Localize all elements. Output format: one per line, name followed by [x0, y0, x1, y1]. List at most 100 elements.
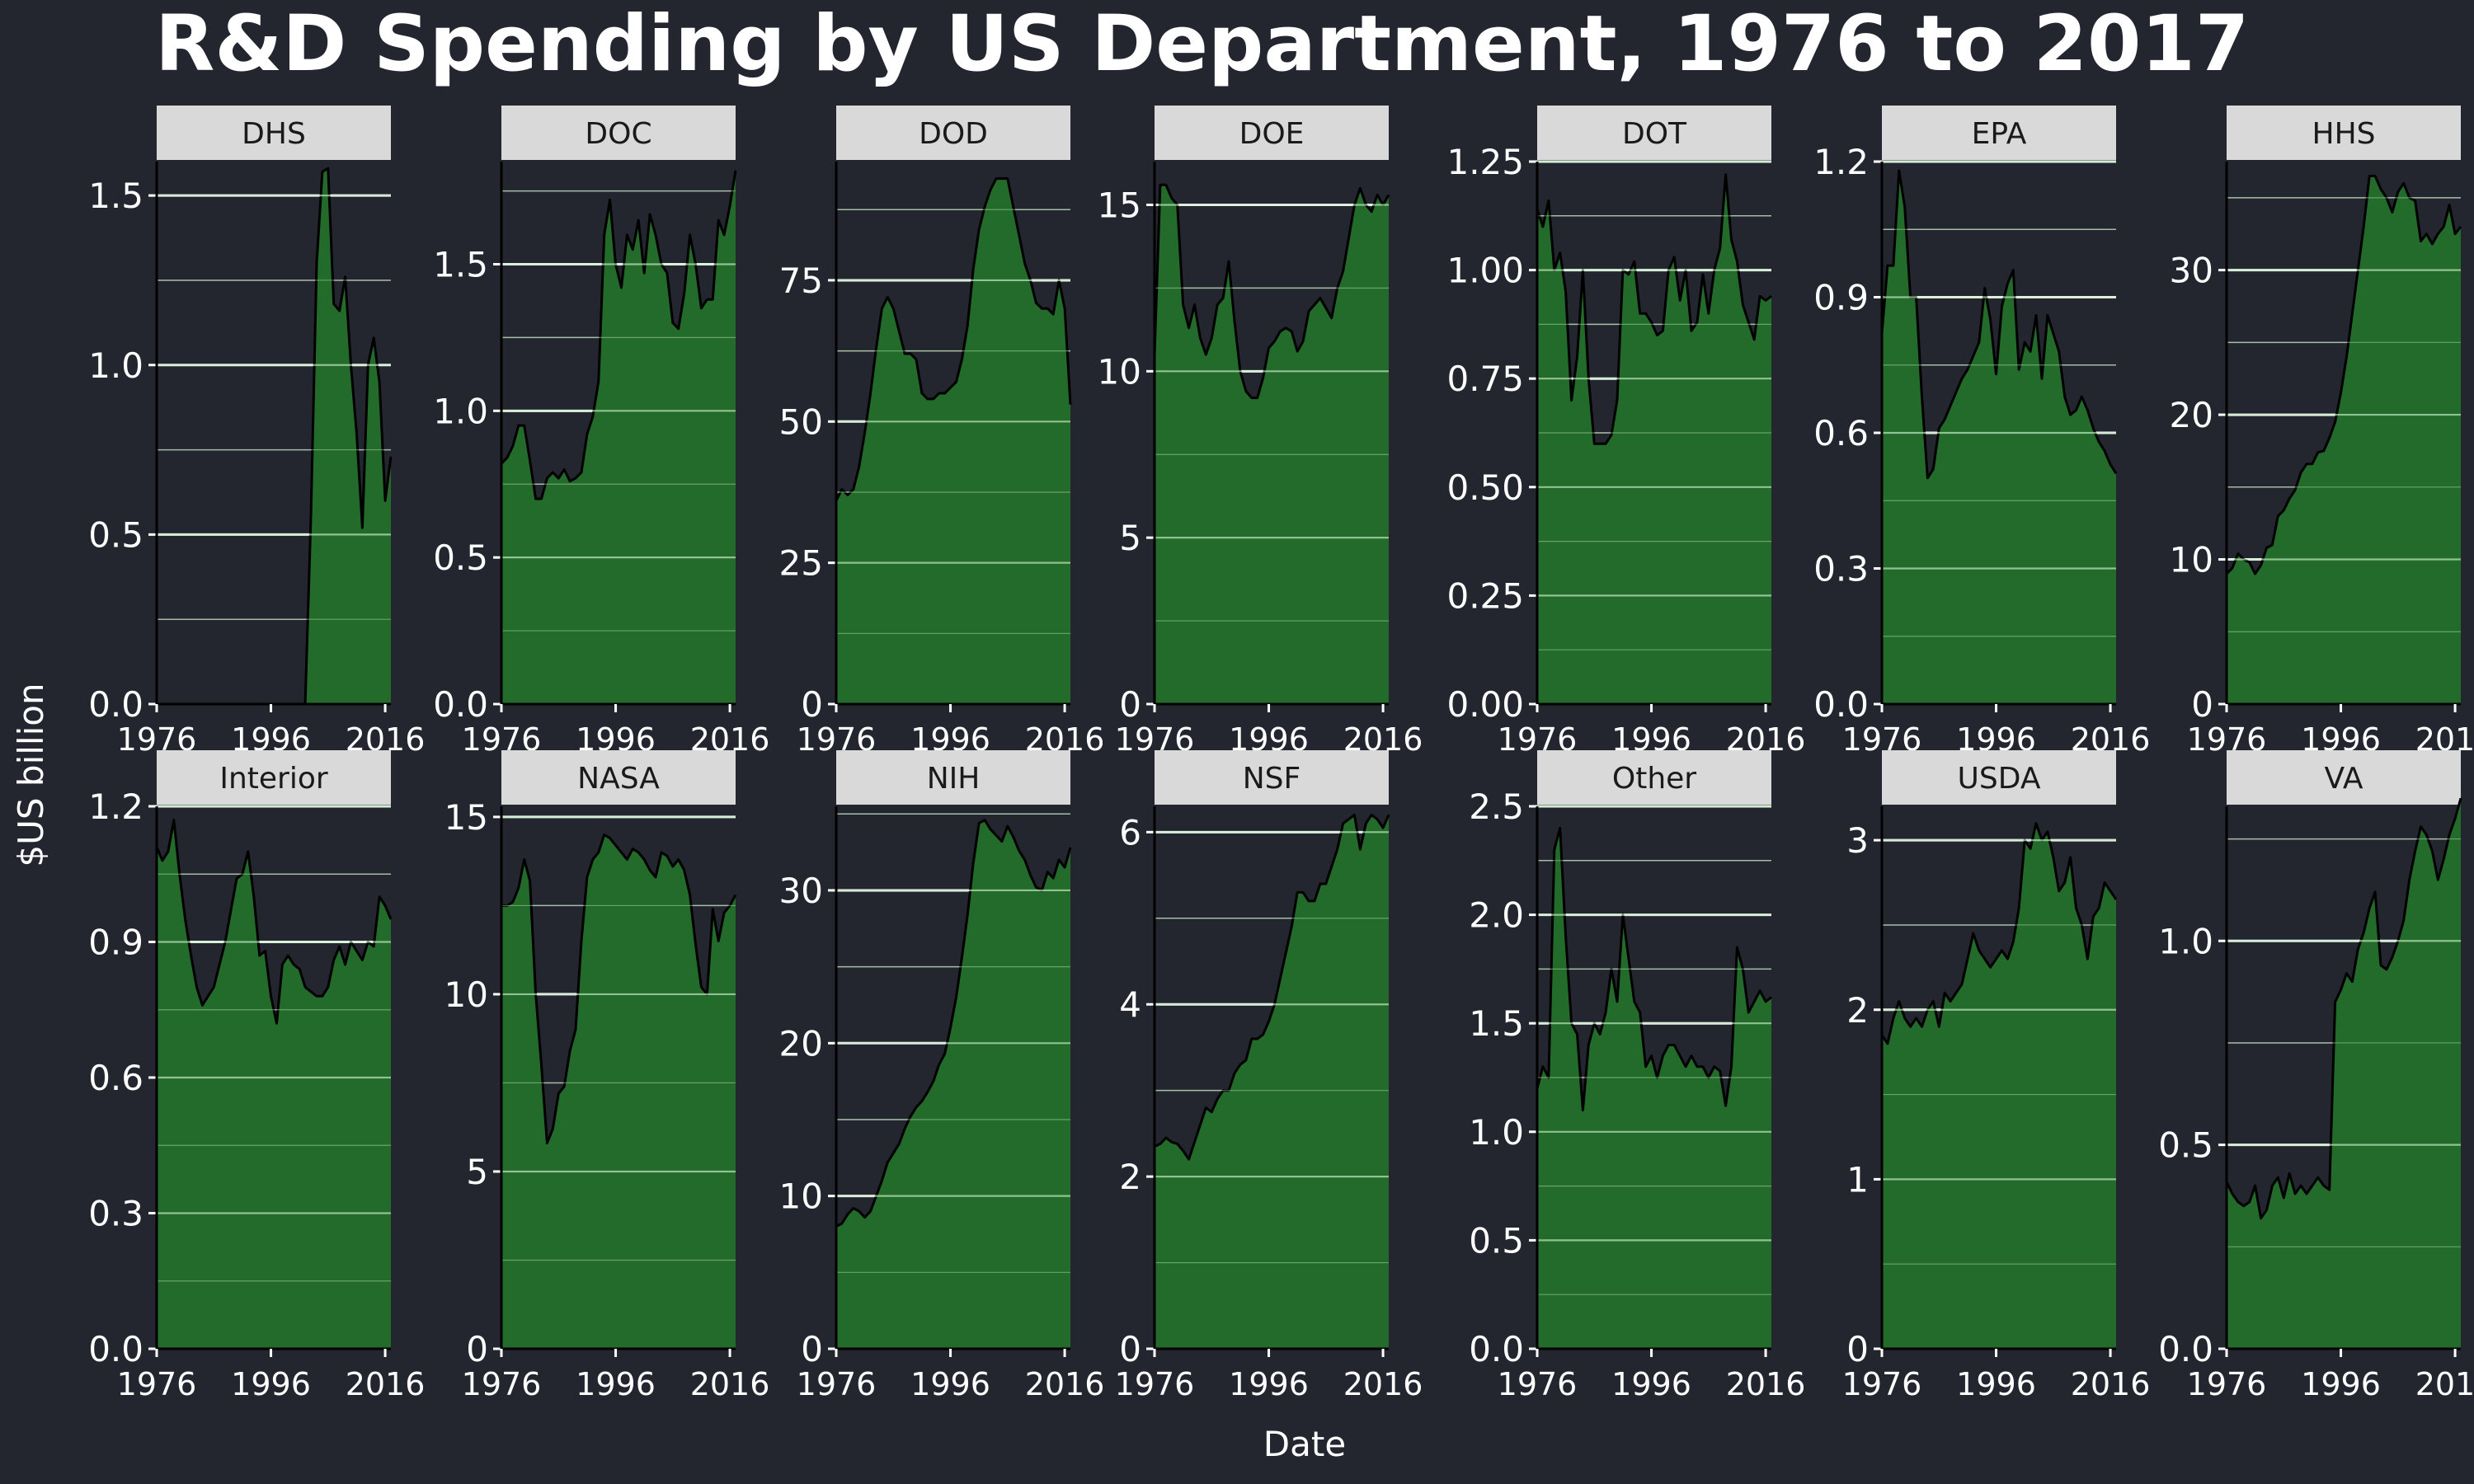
- y-tick-label: 5: [1119, 518, 1141, 558]
- y-tick-label: 25: [779, 543, 823, 584]
- x-tick-label: 1996: [1229, 1366, 1309, 1402]
- y-tick-label: 50: [779, 402, 823, 442]
- x-tick-label: 1996: [910, 1366, 990, 1402]
- area-epa: [1882, 171, 2116, 704]
- y-tick-label: 0.5: [88, 514, 143, 555]
- y-tick-label: 1.2: [88, 787, 143, 827]
- area-dod: [836, 178, 1070, 705]
- strip-label-dhs: DHS: [242, 117, 306, 151]
- strip-label-nasa: NASA: [577, 762, 660, 796]
- y-tick-label: 1: [1846, 1159, 1869, 1200]
- strip-interior: [157, 750, 391, 805]
- panel-nih: NIH 0 10 20 30 1976 1996 2016: [779, 750, 1104, 1402]
- x-tick-label: 1996: [2301, 1366, 2381, 1402]
- line-other: [1536, 826, 1772, 1111]
- x-tick-label: 2016: [2071, 1366, 2151, 1402]
- area-nsf: [1155, 815, 1389, 1349]
- y-tick-label: 2.5: [1469, 787, 1524, 827]
- strip-dod: [836, 106, 1070, 160]
- y-tick-label: 1.00: [1446, 251, 1524, 291]
- area-dhs: [157, 168, 391, 704]
- strip-dhs: [157, 106, 391, 160]
- y-tick-label: 0.00: [1446, 684, 1524, 725]
- strip-label-hhs: HHS: [2312, 117, 2376, 151]
- strip-label-doe: DOE: [1239, 117, 1305, 151]
- x-tick-label: 1976: [1842, 1366, 1922, 1402]
- x-tick-label: 2016: [346, 1366, 426, 1402]
- strip-label-other: Other: [1612, 762, 1696, 796]
- strip-label-dod: DOD: [919, 117, 988, 151]
- x-tick-label: 1996: [231, 1366, 311, 1402]
- x-tick-label: 2016: [1343, 1366, 1423, 1402]
- y-tick-label: 0.9: [88, 923, 143, 963]
- y-tick-label: 1.25: [1446, 142, 1524, 182]
- y-tick-label: 0: [466, 1329, 488, 1369]
- y-tick-label: 30: [779, 871, 823, 911]
- y-tick-label: 0: [2191, 684, 2213, 725]
- y-tick-label: 0: [1846, 1329, 1869, 1369]
- y-tick-label: 1.0: [2158, 921, 2213, 961]
- y-tick-label: 0.6: [88, 1058, 143, 1098]
- y-tick-label: 2.0: [1469, 895, 1524, 936]
- panel-hhs: HHS0102030197619962016: [2170, 106, 2474, 758]
- strip-label-nih: NIH: [927, 762, 981, 796]
- y-tick-label: 10: [444, 974, 488, 1015]
- strip-doc: [501, 106, 736, 160]
- panel-usda: USDA 0 1 2 3 1976 1996 2016: [1842, 750, 2151, 1402]
- area-hhs: [2227, 176, 2461, 704]
- panel-va: VA 0.0 0.5 1.0 1976 1996 2016: [2158, 750, 2474, 1402]
- chart-title: R&D Spending by US Department, 1976 to 2…: [155, 0, 2249, 89]
- x-tick-label: 1976: [1498, 1366, 1578, 1402]
- strip-nih: [836, 750, 1070, 805]
- y-tick-label: 75: [779, 261, 823, 301]
- y-tick-label: 0.3: [1813, 549, 1869, 589]
- y-tick-label: 15: [1098, 185, 1141, 225]
- y-tick-label: 0.0: [433, 684, 488, 725]
- line-usda: [1880, 822, 2118, 1045]
- y-tick-label: 1.5: [88, 176, 143, 216]
- strip-label-interior: Interior: [219, 762, 328, 796]
- line-nsf: [1154, 813, 1390, 1161]
- y-tick-label: 1.5: [1469, 1003, 1524, 1044]
- strip-nasa: [501, 750, 736, 805]
- area-nasa: [501, 834, 736, 1349]
- y-tick-label: 15: [444, 797, 488, 838]
- y-tick-label: 0.5: [2158, 1125, 2213, 1166]
- y-tick-label: 0: [1119, 1329, 1141, 1369]
- x-tick-label: 1996: [1956, 1366, 2036, 1402]
- y-tick-label: 0: [801, 684, 823, 725]
- strip-doe: [1155, 106, 1389, 160]
- strip-label-epa: EPA: [1972, 117, 2027, 151]
- line-epa: [1880, 169, 2118, 480]
- strip-dot: [1537, 106, 1771, 160]
- x-tick-label: 2016: [690, 1366, 770, 1402]
- y-tick-label: 0.3: [88, 1194, 143, 1234]
- area-nih: [836, 819, 1070, 1349]
- area-usda: [1882, 823, 2116, 1349]
- y-axis-label: $US billion: [11, 683, 51, 866]
- area-doe: [1155, 185, 1389, 705]
- y-tick-label: 0.75: [1446, 359, 1524, 399]
- y-tick-label: 1.0: [1469, 1112, 1524, 1153]
- y-tick-label: 5: [466, 1152, 488, 1192]
- y-tick-label: 2: [1119, 1157, 1141, 1197]
- x-axis-label: Date: [1263, 1424, 1346, 1464]
- line-dot: [1536, 173, 1772, 445]
- y-tick-label: 6: [1119, 812, 1141, 852]
- strip-label-usda: USDA: [1958, 762, 2041, 796]
- y-tick-label: 1.0: [88, 345, 143, 386]
- line-dod: [835, 177, 1072, 501]
- line-doc: [500, 170, 737, 500]
- x-tick-label: 2016: [1726, 1366, 1806, 1402]
- y-tick-label: 0.9: [1813, 278, 1869, 318]
- y-tick-label: 30: [2170, 251, 2213, 291]
- y-tick-label: 2: [1846, 990, 1869, 1031]
- y-tick-label: 0.0: [1469, 1329, 1524, 1369]
- y-tick-label: 0.5: [433, 538, 488, 578]
